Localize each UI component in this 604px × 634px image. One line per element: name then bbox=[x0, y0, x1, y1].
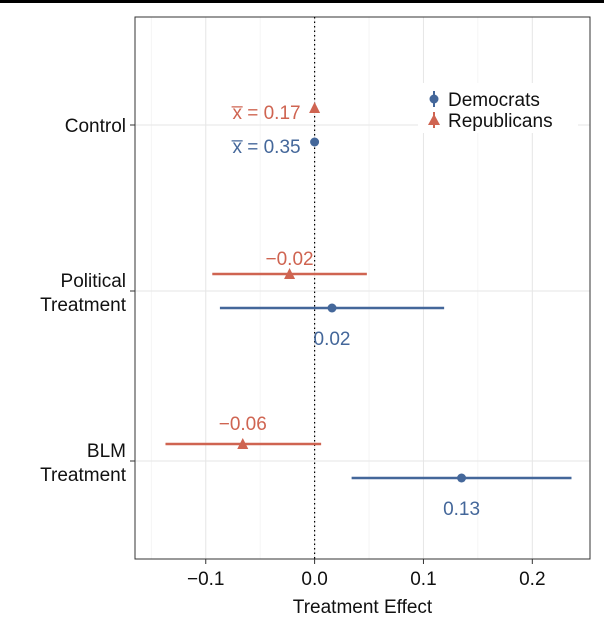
y-category-label: Political bbox=[61, 271, 126, 292]
axes: −0.1 0.0 0.1 0.2 Treatment Effect Control Poli… bbox=[40, 116, 545, 618]
legend-label: Democrats bbox=[448, 90, 540, 111]
x-tick-label: 0.1 bbox=[410, 569, 436, 590]
democrats-point bbox=[327, 303, 337, 313]
republicans-point bbox=[284, 268, 296, 279]
data-label: 0.02 bbox=[314, 329, 351, 350]
data-label: −0.06 bbox=[219, 414, 267, 435]
democrats-point bbox=[457, 473, 467, 483]
top-rule bbox=[0, 0, 604, 3]
democrats-point bbox=[310, 137, 320, 147]
legend-label: Republicans bbox=[448, 111, 553, 132]
data-label: −0.02 bbox=[266, 249, 314, 270]
y-category-label: Control bbox=[65, 116, 126, 137]
x-tick-label: 0.0 bbox=[301, 569, 327, 590]
legend-key-circle bbox=[429, 94, 439, 104]
y-category-label: Treatment bbox=[40, 465, 127, 486]
x-axis-title: Treatment Effect bbox=[293, 597, 433, 618]
republicans-point bbox=[309, 102, 321, 113]
republicans-point bbox=[237, 438, 249, 449]
x-tick-label: 0.2 bbox=[519, 569, 545, 590]
data-label: 0.13 bbox=[443, 499, 480, 520]
data-label: x̅ = 0.17 bbox=[231, 103, 301, 124]
legend-box bbox=[418, 83, 578, 133]
y-category-label: Treatment bbox=[40, 295, 127, 316]
panel-border bbox=[134, 16, 591, 560]
y-category-label: BLM bbox=[87, 441, 126, 462]
x-tick-label: −0.1 bbox=[187, 569, 225, 590]
series: x̅ = 0.35 0.02 0.13 x̅ = 0.17 −0.02 −0.06 bbox=[165, 102, 572, 520]
data-label: x̅ = 0.35 bbox=[231, 137, 301, 158]
legend-key-triangle bbox=[428, 114, 440, 125]
